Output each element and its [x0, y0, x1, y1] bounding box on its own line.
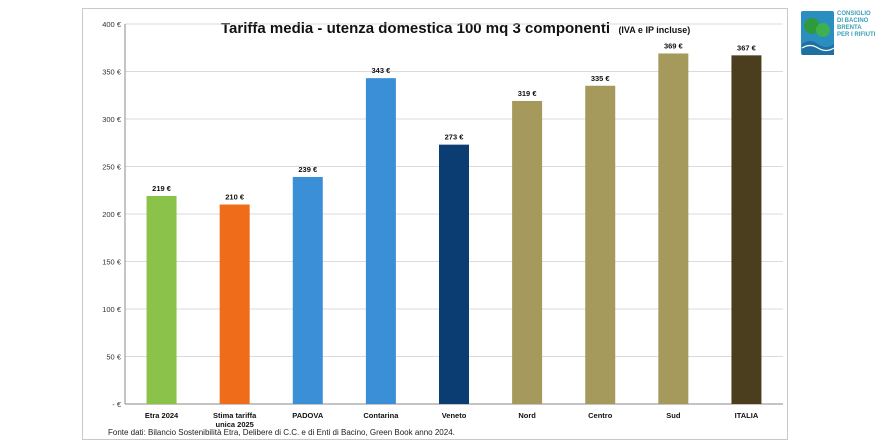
logo-emblem-icon [801, 11, 835, 55]
bar [731, 55, 762, 404]
bar [365, 78, 396, 405]
bars [146, 53, 762, 405]
x-tick-label: Stima tariffa unica 2025 [213, 411, 257, 429]
data-label: 319 € [518, 89, 538, 98]
data-labels: 219 € 210 € 239 € 343 € 273 € 319 € 335 € 369 €… [152, 41, 756, 201]
x-tick-label: PADOVA [292, 411, 324, 420]
logo-line: PER I RIFIUTI [837, 32, 876, 38]
bar [585, 85, 616, 404]
data-label: 239 € [298, 165, 318, 174]
x-tick-label: Centro [588, 411, 613, 420]
logo-text: CONSIGLIO DI BACINO BRENTA PER I RIFIUTI [837, 11, 889, 39]
bar [219, 204, 250, 404]
logo-line: BRENTA [837, 25, 862, 31]
y-tick-label: 250 € [102, 163, 122, 172]
bar [146, 195, 177, 404]
x-tick-label: ITALIA [735, 411, 759, 420]
logo-line: DI BACINO [837, 18, 869, 24]
chart-frame: Tariffa media - utenza domestica 100 mq … [82, 8, 788, 440]
x-tick-label: Veneto [442, 411, 467, 420]
y-tick-label: 200 € [102, 210, 122, 219]
x-tick-label: Sud [666, 411, 681, 420]
y-tick-label: 150 € [102, 258, 122, 267]
data-label: 273 € [445, 133, 465, 142]
bar [658, 53, 689, 404]
x-tick-label: Nord [518, 411, 536, 420]
x-axis-categories: Etra 2024 Stima tariffa unica 2025 PADOVA Co… [145, 411, 759, 429]
logo-line: CONSIGLIO [837, 11, 871, 17]
x-tick-label: Etra 2024 [145, 411, 179, 420]
data-label: 369 € [664, 41, 684, 50]
y-tick-label: 400 € [102, 20, 122, 29]
x-tick-label: Contarina [363, 411, 399, 420]
data-label: 335 € [591, 74, 611, 83]
bar-chart: Tariffa media - utenza domestica 100 mq … [102, 20, 783, 429]
consiglio-bacino-logo: CONSIGLIO DI BACINO BRENTA PER I RIFIUTI [800, 8, 888, 62]
y-tick-label: 50 € [106, 353, 121, 362]
source-note: Fonte dati: Bilancio Sostenibilità Etra,… [108, 428, 455, 437]
y-axis-ticks: - € 50 € 100 € 150 € 200 € 250 € 300 € 350 € 400… [102, 20, 122, 409]
y-tick-label: 350 € [102, 68, 122, 77]
chart-title: Tariffa media - utenza domestica 100 mq … [221, 20, 690, 37]
y-tick-label: 100 € [102, 305, 122, 314]
bar [512, 100, 543, 404]
data-label: 219 € [152, 184, 172, 193]
y-tick-label: - € [112, 400, 122, 409]
data-label: 343 € [371, 66, 391, 75]
data-label: 367 € [737, 43, 757, 52]
data-label: 210 € [225, 193, 245, 202]
bar [439, 144, 469, 404]
bar [292, 176, 323, 404]
y-tick-label: 300 € [102, 115, 122, 124]
